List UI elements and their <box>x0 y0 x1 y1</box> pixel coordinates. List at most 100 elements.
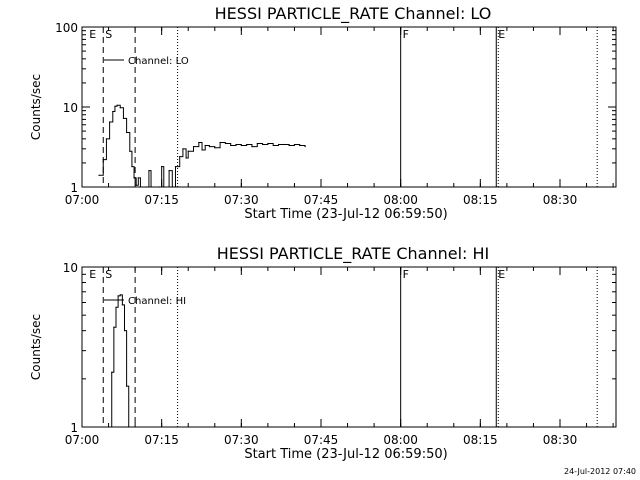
data-point <box>204 144 206 147</box>
y-axis-label: Counts/sec <box>29 74 43 140</box>
data-point <box>116 104 118 106</box>
data-point <box>256 142 258 145</box>
event-marker-label: E <box>498 28 505 41</box>
legend-label: Channel: HI <box>128 296 186 307</box>
x-tick-label: 07:00 <box>65 433 100 447</box>
x-tick-label: 07:00 <box>65 193 100 207</box>
data-point <box>163 186 165 188</box>
plot-frame <box>81 26 617 188</box>
data-point <box>219 141 221 144</box>
chart-panel-2 <box>81 266 617 428</box>
data-point <box>150 186 152 188</box>
x-tick-label: 07:45 <box>304 433 339 447</box>
event-marker-label: E <box>89 268 96 281</box>
data-point <box>277 143 280 146</box>
x-tick-label: 08:30 <box>543 433 578 447</box>
x-tick-label: 08:00 <box>383 193 418 207</box>
data-point <box>174 165 177 168</box>
legend-label: Channel: LO <box>128 56 189 67</box>
data-point <box>168 170 170 172</box>
data-point <box>109 121 111 123</box>
data-point <box>98 174 100 176</box>
x-tick-label: 08:30 <box>543 193 578 207</box>
data-point <box>114 105 116 107</box>
y-tick-label: 100 <box>55 21 78 35</box>
data-point <box>214 147 216 149</box>
data-point <box>113 326 115 328</box>
data-point <box>117 295 119 297</box>
data-point <box>224 142 226 145</box>
data-point <box>115 306 117 308</box>
data-point <box>293 143 296 146</box>
generation-timestamp: 24-Jul-2012 07:40 <box>564 467 636 476</box>
y-axis-label: Counts/sec <box>29 314 43 380</box>
x-tick-label: 07:15 <box>144 193 179 207</box>
data-point <box>107 426 110 428</box>
event-marker-label: S <box>105 28 112 41</box>
data-point <box>148 170 150 172</box>
data-point <box>161 165 163 168</box>
data-point <box>137 177 139 179</box>
data-point <box>171 186 173 188</box>
data-point <box>119 107 121 109</box>
data-point <box>129 150 131 152</box>
data-point <box>182 148 184 150</box>
data-point <box>128 426 130 428</box>
y-tick-label: 10 <box>63 261 78 275</box>
x-axis-label: Start Time (23-Jul-12 06:59:50) <box>244 447 447 462</box>
data-point <box>283 143 285 146</box>
data-point <box>131 165 133 168</box>
data-point <box>111 371 113 373</box>
data-point <box>272 144 274 147</box>
data-point <box>119 294 121 296</box>
data-point <box>126 385 128 387</box>
data-point <box>146 186 148 188</box>
data-point <box>246 143 248 146</box>
data-point <box>105 138 108 140</box>
event-marker-label: F <box>403 268 409 281</box>
y-tick-label: 10 <box>63 101 78 115</box>
y-tick-label: 1 <box>70 181 78 195</box>
data-point <box>240 144 242 147</box>
plot-frame <box>81 266 617 428</box>
y-tick-label: 1 <box>70 421 78 435</box>
chart-panel-1 <box>81 26 617 188</box>
series-line <box>108 294 130 428</box>
chart-title: HESSI PARTICLE_RATE Channel: LO <box>215 4 492 24</box>
data-point <box>121 304 123 306</box>
event-marker-label: S <box>105 268 112 281</box>
data-point <box>135 184 137 186</box>
event-marker-label: E <box>89 28 96 41</box>
data-point <box>185 157 187 159</box>
data-point <box>288 144 290 147</box>
data-point <box>267 142 269 145</box>
x-tick-label: 08:15 <box>463 433 498 447</box>
x-tick-label: 08:15 <box>463 193 498 207</box>
data-point <box>251 145 253 148</box>
data-point <box>126 131 128 134</box>
data-point <box>123 330 126 332</box>
data-point <box>158 186 161 188</box>
data-point <box>187 150 189 152</box>
data-point <box>235 143 237 146</box>
event-marker-label: F <box>403 28 409 41</box>
data-point <box>102 159 104 161</box>
data-point <box>201 149 203 151</box>
data-point <box>230 144 232 147</box>
x-tick-label: 07:30 <box>224 433 259 447</box>
event-marker-label: E <box>498 268 505 281</box>
data-point <box>122 117 125 120</box>
data-point <box>198 141 200 144</box>
x-tick-label: 07:15 <box>144 433 179 447</box>
x-axis-label: Start Time (23-Jul-12 06:59:50) <box>244 207 447 222</box>
data-point <box>179 155 181 158</box>
data-point <box>261 143 264 146</box>
chart-title: HESSI PARTICLE_RATE Channel: HI <box>217 244 490 264</box>
data-point <box>112 110 114 113</box>
x-tick-label: 07:45 <box>304 193 339 207</box>
data-point <box>208 145 211 148</box>
data-point <box>192 145 195 148</box>
data-point <box>139 186 142 188</box>
data-point <box>133 177 135 179</box>
